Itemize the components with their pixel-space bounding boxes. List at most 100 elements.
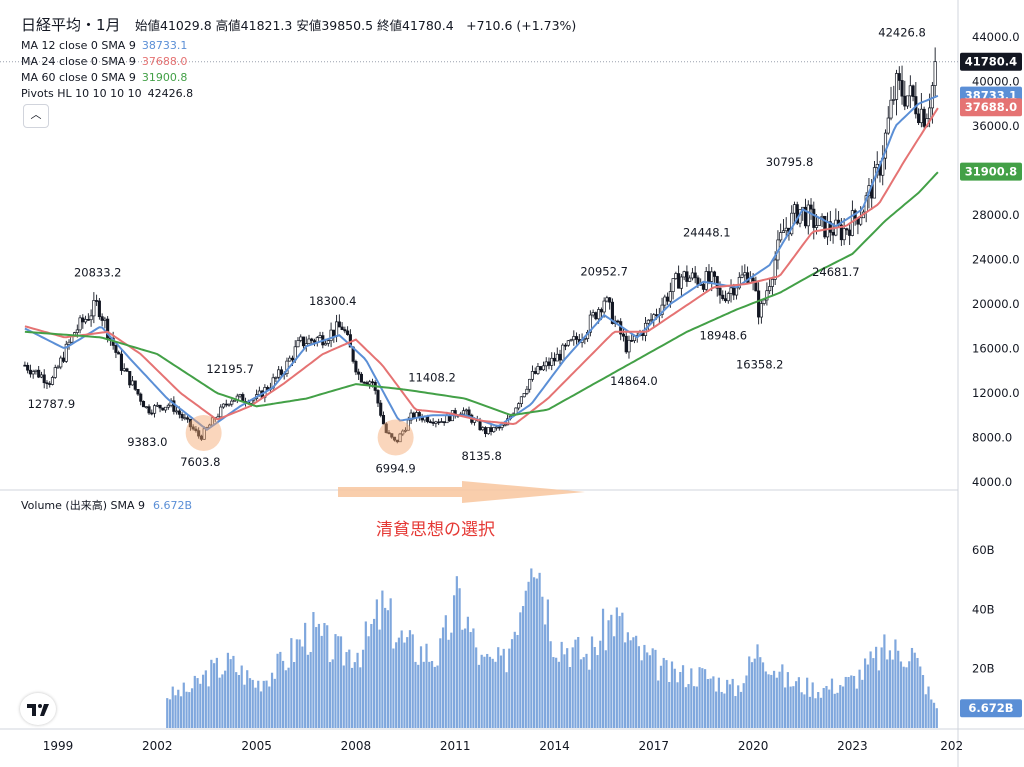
volume-bar xyxy=(601,608,605,728)
price-tick-label: 44000.0 xyxy=(972,30,1020,44)
candle-body xyxy=(569,339,573,342)
bottom-highlight-circle xyxy=(377,419,414,456)
legend-label: Pivots HL 10 10 10 10 xyxy=(21,87,142,100)
legend-value: 31900.8 xyxy=(141,71,188,84)
legend-ma12[interactable]: MA 12 close 0 SMA 9 38733.1 xyxy=(21,38,187,54)
volume-bar xyxy=(759,657,762,728)
volume-bar xyxy=(196,678,199,728)
candle-body xyxy=(726,293,730,302)
volume-bar xyxy=(753,658,756,728)
price-change: +710.6 (+1.73%) xyxy=(466,18,577,33)
volume-bar xyxy=(855,688,858,728)
candle-body xyxy=(908,85,912,97)
symbol-title[interactable]: 日経平均・1月 xyxy=(21,16,121,34)
volume-bar xyxy=(731,678,734,728)
volume-bar xyxy=(284,670,287,728)
volume-bar xyxy=(276,653,279,728)
volume-bar xyxy=(792,686,795,728)
volume-bar xyxy=(527,581,530,728)
volume-bar xyxy=(687,684,690,728)
volume-bar xyxy=(618,616,621,728)
volume-bar xyxy=(281,660,285,728)
volume-bar xyxy=(657,680,660,728)
candle-body xyxy=(649,319,653,322)
volume-bar xyxy=(599,640,602,728)
volume-bar xyxy=(781,664,784,728)
volume-bar xyxy=(833,693,836,728)
volume-bar xyxy=(783,687,787,728)
candle-body xyxy=(919,108,923,124)
volume-bar xyxy=(403,642,406,728)
volume-bar xyxy=(825,685,828,728)
candle-body xyxy=(781,230,785,233)
candle-body xyxy=(591,312,595,316)
volume-bar xyxy=(519,612,522,728)
volume-bar xyxy=(317,623,321,728)
price-tick-label: 24000.0 xyxy=(972,253,1020,267)
candle-body xyxy=(177,410,181,415)
pivot-label: 6994.9 xyxy=(375,462,415,476)
candle-body xyxy=(219,406,223,418)
candle-body xyxy=(197,430,201,437)
pivot-label: 20952.7 xyxy=(580,264,628,278)
candle-body xyxy=(166,404,170,408)
candle-body xyxy=(404,429,408,432)
ohlc-values: 始値41029.8 高値41821.3 安値39850.5 終値41780.4 xyxy=(135,18,454,33)
candle-body xyxy=(368,381,372,385)
candle-body xyxy=(610,301,614,324)
candle-body xyxy=(241,394,245,402)
candle-body xyxy=(558,353,562,361)
candle-body xyxy=(296,340,300,348)
candle-body xyxy=(666,296,670,302)
volume-bar xyxy=(679,672,682,728)
candle-body xyxy=(144,406,148,409)
candle-body xyxy=(903,95,907,107)
candle-body xyxy=(53,367,57,378)
candle-body xyxy=(75,329,79,333)
candle-body xyxy=(704,271,708,290)
candle-body xyxy=(357,371,361,375)
legend-pivots[interactable]: Pivots HL 10 10 10 10 42426.8 xyxy=(21,86,193,102)
pivot-label: 30795.8 xyxy=(766,155,814,169)
candle-body xyxy=(492,427,496,433)
volume-bar xyxy=(808,696,812,728)
candle-body xyxy=(831,231,835,236)
candle-body xyxy=(125,368,129,372)
candle-body xyxy=(395,439,399,443)
candle-body xyxy=(119,353,123,371)
candle-body xyxy=(594,312,598,320)
volume-bar xyxy=(201,674,205,728)
volume-legend[interactable]: Volume (出来高) SMA 9 6.672B xyxy=(21,497,192,513)
bottom-highlight-circle xyxy=(185,415,222,452)
price-badge-label: 41780.4 xyxy=(965,55,1017,69)
candle-body xyxy=(495,426,499,429)
candle-body xyxy=(467,409,471,416)
candle-body xyxy=(685,271,689,282)
volume-bar xyxy=(734,696,737,728)
volume-bar xyxy=(673,668,676,728)
candle-body xyxy=(194,428,198,432)
candle-body xyxy=(828,221,832,233)
tradingview-logo[interactable] xyxy=(20,693,56,725)
collapse-legend-button[interactable]: ︿ xyxy=(23,104,49,128)
tv-logo-icon xyxy=(27,704,49,716)
volume-bar xyxy=(389,598,392,728)
candle-body xyxy=(572,336,576,341)
candle-body xyxy=(539,366,543,371)
candle-body xyxy=(566,340,570,346)
candle-body xyxy=(486,427,490,435)
legend-ma60[interactable]: MA 60 close 0 SMA 9 31900.8 xyxy=(21,70,187,86)
volume-bar xyxy=(557,661,561,728)
volume-bar xyxy=(213,663,216,728)
volume-bar xyxy=(930,699,933,728)
volume-bar xyxy=(251,679,254,728)
candle-body xyxy=(478,420,482,431)
candle-body xyxy=(56,366,60,369)
candle-body xyxy=(555,353,559,362)
legend-ma24[interactable]: MA 24 close 0 SMA 9 37688.0 xyxy=(21,54,187,70)
volume-bar xyxy=(789,686,792,728)
ma-line-ma60 xyxy=(24,171,939,417)
volume-bar xyxy=(552,657,555,728)
volume-bar xyxy=(563,654,566,728)
